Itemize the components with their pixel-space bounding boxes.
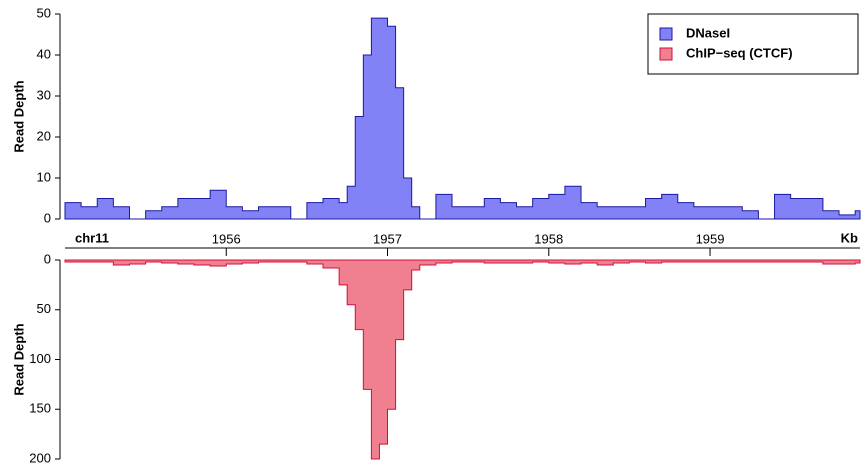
legend-label: ChIP−seq (CTCF) [686,45,793,60]
y-tick-label: 20 [37,128,51,143]
x-axis-label: Kb [841,230,858,245]
y-axis-label: Read Depth [11,80,26,152]
y-tick-label: 150 [29,401,51,416]
x-tick-label: 1956 [212,231,241,246]
y-tick-label: 100 [29,351,51,366]
chromosome-label: chr11 [75,230,109,245]
y-tick-label: 50 [37,301,51,316]
y-axis-label: Read Depth [11,323,26,395]
y-tick-label: 30 [37,87,51,102]
legend-swatch [659,27,673,41]
area [64,17,861,220]
y-tick-label: 50 [37,5,51,20]
y-tick-label: 0 [44,251,51,266]
x-tick-label: 1958 [534,231,563,246]
y-tick-label: 40 [37,46,51,61]
legend-box [647,13,859,75]
y-tick-label: 10 [37,169,51,184]
x-tick-label: 1957 [373,231,402,246]
x-tick-label: 1959 [696,231,725,246]
y-tick-label: 0 [44,210,51,225]
area [64,259,861,460]
y-tick-label: 200 [29,450,51,465]
legend-swatch [659,47,673,61]
legend-label: DNaseI [686,25,730,40]
